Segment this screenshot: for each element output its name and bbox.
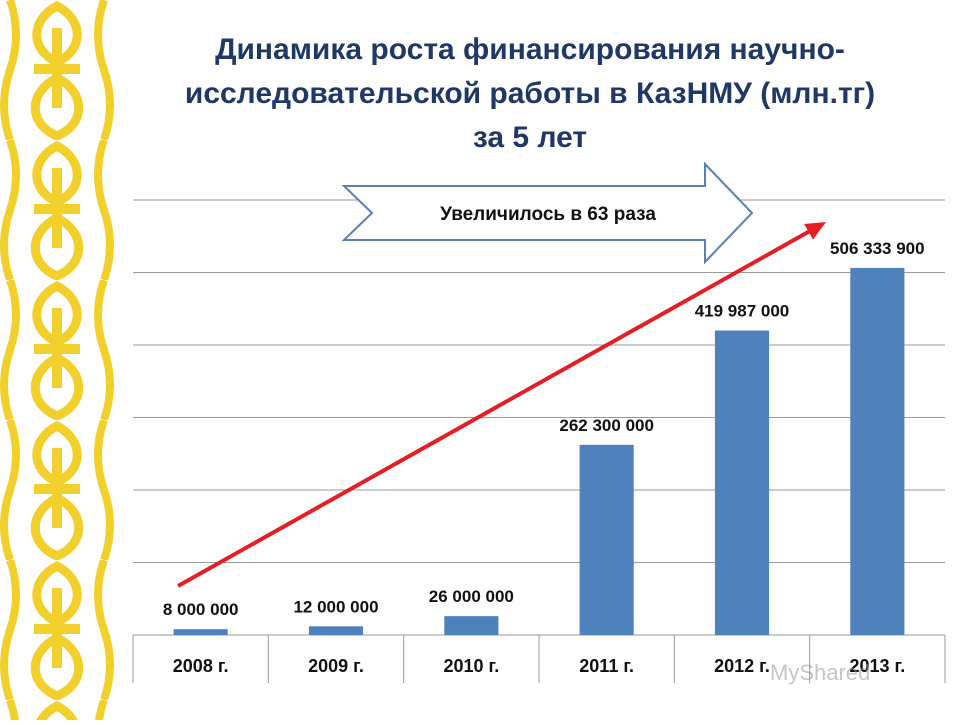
ornament-border	[0, 0, 114, 720]
watermark: MyShared	[770, 660, 871, 685]
bar-3	[444, 616, 499, 635]
x-tick-label-2: 2009 г.	[308, 656, 364, 676]
bar-2	[308, 626, 364, 635]
x-tick-label-4: 2011 г.	[579, 656, 634, 676]
bar-4	[579, 444, 634, 635]
bar-5	[714, 330, 770, 635]
x-tick-label-3: 2010 г.	[443, 656, 499, 676]
trend-arrow-head	[804, 222, 826, 240]
title-line-2: исследовательской работы в КазНМУ (млн.т…	[184, 77, 876, 110]
data-label-3: 26 000 000	[429, 587, 514, 606]
ornament-pattern	[0, 0, 114, 720]
callout-text: Увеличилось в 63 раза	[440, 204, 656, 225]
trend-arrow-line	[177, 230, 810, 588]
data-label-4: 262 300 000	[559, 416, 654, 435]
data-label-2: 12 000 000	[293, 597, 378, 616]
x-tick-label-5: 2012 г.	[714, 656, 770, 676]
callout-arrow-shape	[341, 161, 754, 265]
data-label-6: 506 333 900	[830, 239, 925, 258]
bar-1	[173, 629, 228, 635]
title-line-3: за 5 лет	[472, 121, 588, 154]
data-label-1: 8 000 000	[163, 600, 239, 619]
bar-6	[850, 267, 905, 635]
x-tick-label-1: 2008 г.	[173, 656, 229, 676]
data-label-5: 419 987 000	[695, 302, 790, 321]
x-tick-label-6: 2013 г.	[849, 656, 905, 676]
title-line-1: Динамика роста финансирования научно-	[215, 33, 845, 66]
chart-title: Динамика роста финансирования научно- ис…	[130, 28, 930, 160]
